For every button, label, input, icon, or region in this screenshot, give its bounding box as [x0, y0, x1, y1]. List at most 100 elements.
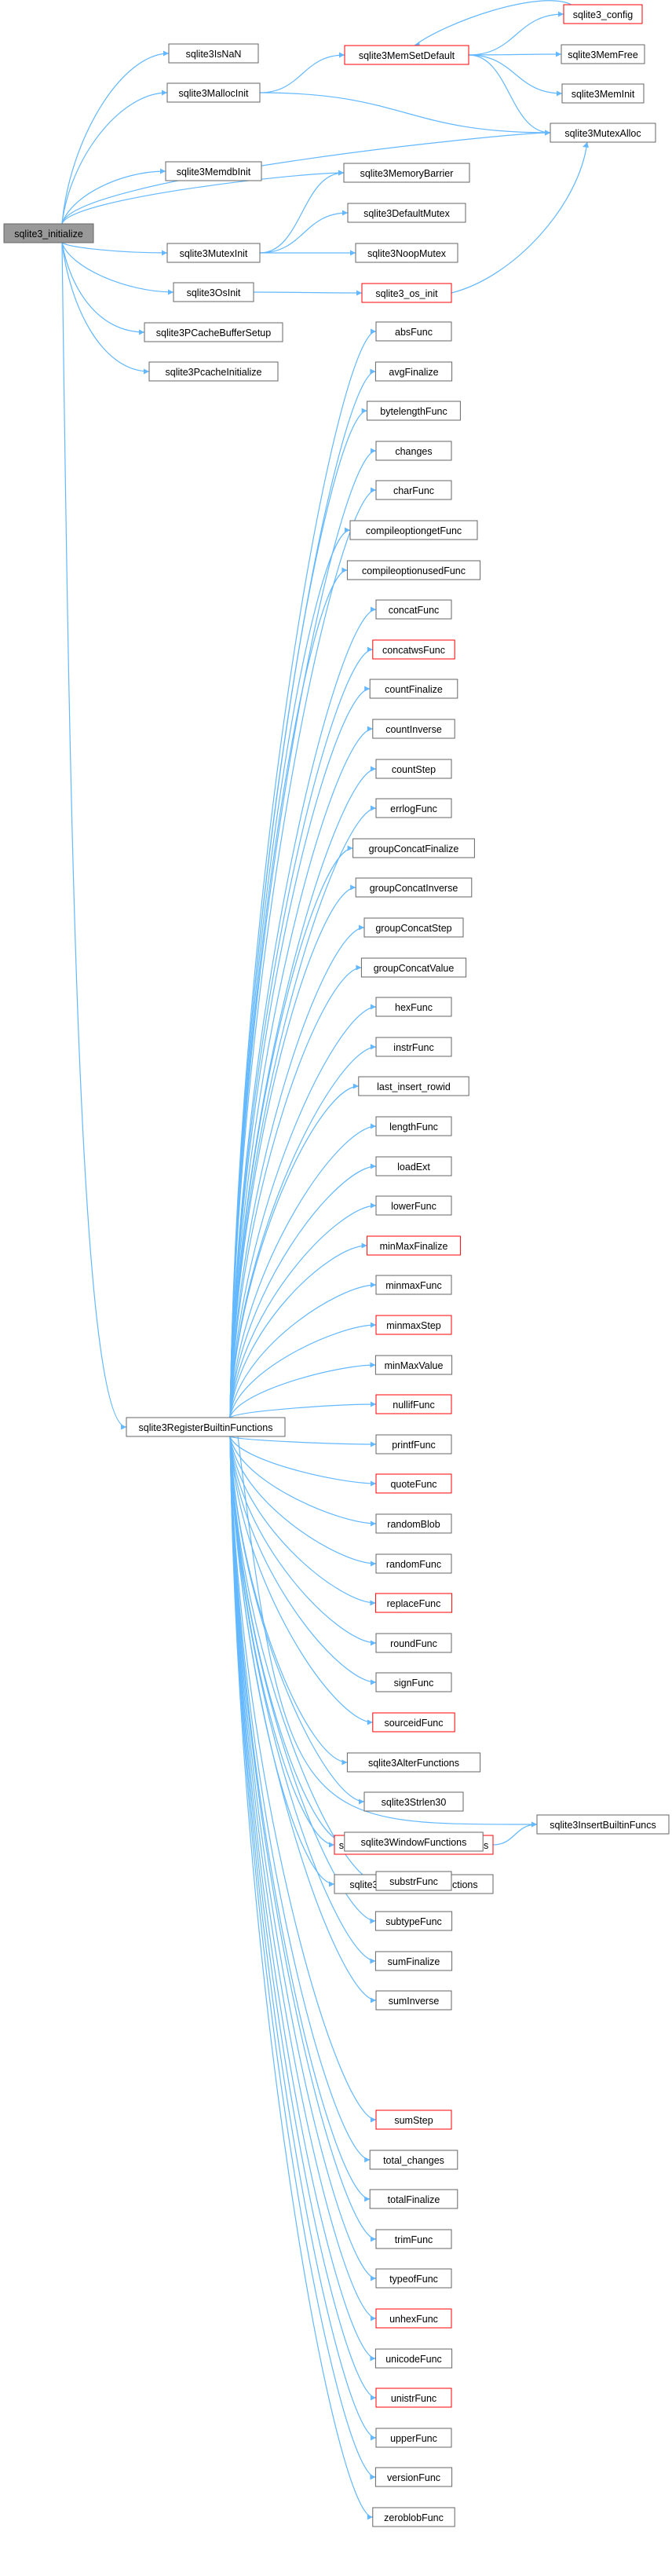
- edge-registerbuiltin-to-instrFunc-arrowhead: [371, 1044, 376, 1050]
- node-replaceFunc[interactable]: replaceFunc: [374, 1593, 453, 1613]
- node-groupConcatInverse[interactable]: groupConcatInverse: [355, 877, 473, 898]
- node-insertbuiltin[interactable]: sqlite3InsertBuiltinFuncs: [536, 1814, 670, 1835]
- node-os_init[interactable]: sqlite3_os_init: [361, 283, 452, 303]
- node-minmaxFunc[interactable]: minmaxFunc: [375, 1275, 452, 1295]
- node-root[interactable]: sqlite3_initialize: [3, 223, 94, 243]
- node-memdbinit[interactable]: sqlite3MemdbInit: [165, 161, 262, 181]
- node-avgFinalize[interactable]: avgFinalize: [374, 361, 453, 382]
- node-hexFunc[interactable]: hexFunc: [375, 997, 452, 1017]
- node-lowerFunc[interactable]: lowerFunc: [375, 1195, 452, 1216]
- node-sumStep[interactable]: sumStep: [375, 2109, 452, 2130]
- node-compileoptiongetFunc[interactable]: compileoptiongetFunc: [349, 520, 478, 540]
- node-countStep[interactable]: countStep: [375, 759, 452, 779]
- node-groupConcatStep[interactable]: groupConcatStep: [363, 917, 464, 938]
- node-registerbuiltin[interactable]: sqlite3RegisterBuiltinFunctions: [126, 1417, 286, 1437]
- node-sumInverse[interactable]: sumInverse: [375, 1990, 452, 2011]
- edge-registerbuiltin-to-randomBlob: [229, 1436, 377, 1524]
- edge-osinit-to-os_init-arrowhead: [356, 290, 362, 296]
- node-nullifFunc[interactable]: nullifFunc: [375, 1394, 452, 1414]
- edge-registerbuiltin-to-compileoptionusedFunc-arrowhead: [341, 567, 348, 573]
- node-minMaxValue[interactable]: minMaxValue: [374, 1355, 453, 1375]
- node-box-minMaxFinalize: [367, 1235, 461, 1256]
- node-pcacheinitialize[interactable]: sqlite3PcacheInitialize: [148, 361, 279, 382]
- node-unicodeFunc[interactable]: unicodeFunc: [374, 2348, 453, 2369]
- node-upperFunc[interactable]: upperFunc: [375, 2428, 452, 2448]
- node-minmaxStep[interactable]: minmaxStep: [375, 1315, 452, 1335]
- node-isnan[interactable]: sqlite3IsNaN: [168, 43, 259, 64]
- node-label-replaceFunc: replaceFunc: [387, 1598, 441, 1609]
- node-typeofFunc[interactable]: typeofFunc: [375, 2268, 452, 2289]
- node-signFunc[interactable]: signFunc: [375, 1672, 452, 1692]
- node-noopmutex[interactable]: sqlite3NoopMutex: [355, 243, 458, 263]
- node-countFinalize[interactable]: countFinalize: [369, 679, 458, 699]
- node-concatwsFunc[interactable]: concatwsFunc: [372, 639, 455, 660]
- node-subtypeFunc[interactable]: subtypeFunc: [374, 1911, 453, 1931]
- node-box-config: [563, 4, 643, 24]
- node-randomBlob[interactable]: randomBlob: [375, 1513, 452, 1534]
- node-compileoptionusedFunc[interactable]: compileoptionusedFunc: [346, 560, 481, 580]
- node-zeroblobFunc[interactable]: zeroblobFunc: [372, 2507, 455, 2527]
- edge-memsetdefault-to-memfree: [468, 53, 562, 56]
- edge-registerbuiltin-to-replaceFunc: [229, 1436, 376, 1604]
- edge-root-to-pcachebuffersetup-arrowhead: [139, 329, 144, 335]
- node-absFunc[interactable]: absFunc: [375, 321, 452, 342]
- edge-registerbuiltin-to-countInverse: [229, 728, 373, 1418]
- node-quoteFunc[interactable]: quoteFunc: [375, 1473, 452, 1494]
- node-unistrFunc[interactable]: unistrFunc: [375, 2388, 452, 2408]
- edge-root-to-pcachebuffersetup: [61, 242, 145, 333]
- node-box-noopmutex: [355, 243, 458, 263]
- node-loadExt[interactable]: loadExt: [375, 1156, 452, 1176]
- edge-registerbuiltin-to-registerjson-arrowhead: [329, 1881, 334, 1887]
- node-sumFinalize[interactable]: sumFinalize: [374, 1951, 453, 1971]
- edge-osinit-to-os_init: [253, 291, 363, 294]
- node-lengthFunc[interactable]: lengthFunc: [375, 1116, 452, 1136]
- node-label-randomBlob: randomBlob: [387, 1519, 440, 1530]
- node-label-countInverse: countInverse: [385, 724, 442, 735]
- edge-registerbuiltin-to-changes-arrowhead: [371, 448, 376, 454]
- node-windowfunctions[interactable]: sqlite3WindowFunctions: [344, 1831, 484, 1852]
- node-randomFunc[interactable]: randomFunc: [375, 1553, 452, 1574]
- node-sourceidFunc[interactable]: sourceidFunc: [372, 1712, 455, 1733]
- node-pcachebuffersetup[interactable]: sqlite3PCacheBufferSetup: [144, 322, 283, 342]
- node-errlogFunc[interactable]: errlogFunc: [375, 798, 452, 818]
- edge-memsetdefault-to-meminit-arrowhead: [557, 90, 562, 97]
- node-memorybarrier[interactable]: sqlite3MemoryBarrier: [343, 163, 470, 183]
- node-roundFunc[interactable]: roundFunc: [375, 1633, 452, 1653]
- edge-registerbuiltin-to-unicodeFunc: [229, 1436, 376, 2359]
- node-trimFunc[interactable]: trimFunc: [375, 2229, 452, 2249]
- node-changes[interactable]: changes: [375, 441, 452, 461]
- node-mutexinit[interactable]: sqlite3MutexInit: [166, 243, 261, 263]
- node-instrFunc[interactable]: instrFunc: [375, 1037, 452, 1057]
- node-bytelengthFunc[interactable]: bytelengthFunc: [367, 401, 461, 421]
- node-versionFunc[interactable]: versionFunc: [374, 2467, 453, 2487]
- node-totalFinalize[interactable]: totalFinalize: [369, 2189, 458, 2209]
- node-mutexalloc[interactable]: sqlite3MutexAlloc: [550, 123, 656, 143]
- node-label-avgFinalize: avgFinalize: [389, 367, 438, 378]
- node-total_changes[interactable]: total_changes: [369, 2150, 458, 2170]
- node-meminit[interactable]: sqlite3MemInit: [561, 83, 645, 104]
- node-last_insert_rowid[interactable]: last_insert_rowid: [358, 1076, 469, 1096]
- node-substrFunc[interactable]: substrFunc: [375, 1871, 452, 1891]
- node-defaultmutex[interactable]: sqlite3DefaultMutex: [347, 203, 466, 223]
- node-minMaxFinalize[interactable]: minMaxFinalize: [367, 1235, 461, 1256]
- edge-registerbuiltin-to-charFunc-arrowhead: [371, 487, 376, 493]
- node-label-nullifFunc: nullifFunc: [393, 1400, 435, 1411]
- node-groupConcatFinalize[interactable]: groupConcatFinalize: [352, 838, 475, 858]
- edge-root-to-isnan: [61, 53, 170, 225]
- node-alterfunctions[interactable]: sqlite3AlterFunctions: [346, 1752, 481, 1773]
- node-charFunc[interactable]: charFunc: [375, 480, 452, 500]
- node-box-memdbinit: [165, 161, 262, 181]
- node-config[interactable]: sqlite3_config: [563, 4, 643, 24]
- node-unhexFunc[interactable]: unhexFunc: [375, 2308, 452, 2329]
- node-memsetdefault[interactable]: sqlite3MemSetDefault: [344, 45, 469, 65]
- node-groupConcatValue[interactable]: groupConcatValue: [360, 957, 467, 978]
- node-osinit[interactable]: sqlite3OsInit: [173, 282, 254, 302]
- node-mallocinit[interactable]: sqlite3MallocInit: [166, 82, 261, 103]
- node-countInverse[interactable]: countInverse: [372, 719, 455, 739]
- node-printfFunc[interactable]: printfFunc: [375, 1434, 452, 1454]
- edge-registerbuiltin-to-unicodeFunc-arrowhead: [370, 2355, 376, 2362]
- node-memfree[interactable]: sqlite3MemFree: [561, 44, 645, 64]
- node-concatFunc[interactable]: concatFunc: [375, 599, 452, 620]
- node-label-absFunc: absFunc: [395, 327, 433, 338]
- node-strlen30[interactable]: sqlite3Strlen30: [363, 1791, 464, 1812]
